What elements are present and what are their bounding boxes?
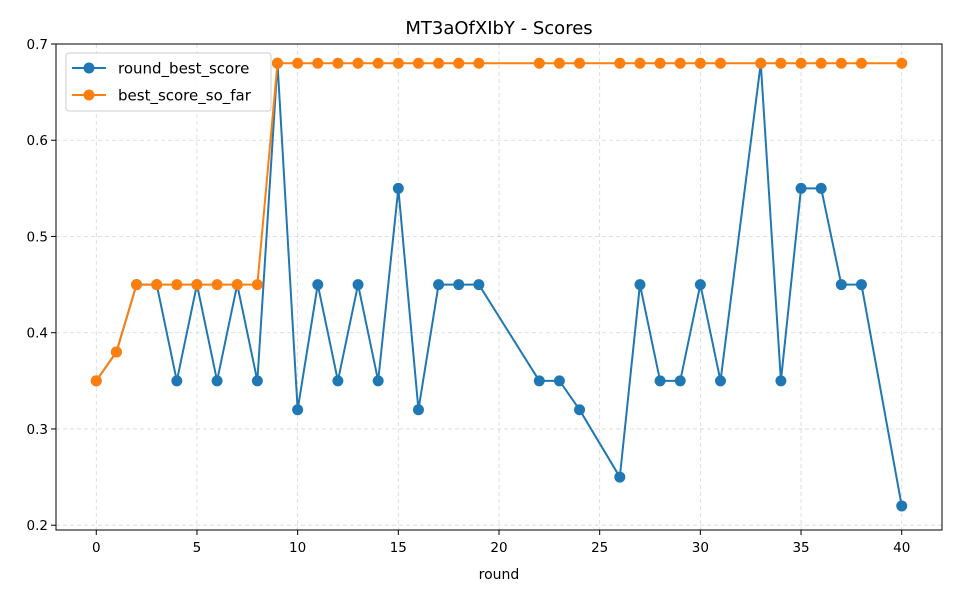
data-point-best_score_so_far-18 [453, 57, 465, 69]
data-point-round_best_score-33 [835, 279, 847, 291]
y-axis-ticks: 0.2 0.3 0.4 0.5 0.6 0.7 [27, 37, 56, 534]
y-tick-label-5: 0.7 [27, 37, 48, 53]
data-point-round_best_score-15 [392, 182, 404, 194]
legend-marker-best_score_so_far [83, 89, 95, 101]
data-point-best_score_so_far-7 [231, 279, 243, 291]
x-tick-label-7: 35 [792, 540, 809, 556]
data-point-best_score_so_far-24 [634, 57, 646, 69]
data-point-best_score_so_far-17 [433, 57, 445, 69]
x-tick-label-4: 20 [490, 540, 507, 556]
data-point-best_score_so_far-0 [90, 375, 102, 387]
data-point-round_best_score-35 [896, 500, 908, 512]
data-point-round_best_score-4 [171, 375, 183, 387]
y-tick-label-3: 0.5 [27, 229, 48, 245]
data-point-best_score_so_far-9 [272, 57, 283, 69]
legend-marker-round_best_score [83, 62, 95, 74]
data-point-round_best_score-31 [795, 182, 807, 194]
data-point-round_best_score-26 [674, 375, 686, 387]
data-point-best_score_so_far-34 [855, 57, 867, 69]
x-tick-label-8: 40 [893, 540, 910, 556]
data-point-round_best_score-23 [614, 471, 626, 483]
y-tick-label-4: 0.6 [27, 133, 48, 149]
data-point-round_best_score-22 [574, 404, 586, 416]
data-point-round_best_score-20 [533, 375, 545, 387]
data-point-best_score_so_far-21 [553, 57, 565, 69]
data-point-round_best_score-27 [694, 279, 706, 291]
data-point-round_best_score-18 [453, 279, 465, 291]
data-point-best_score_so_far-19 [473, 57, 485, 69]
data-point-best_score_so_far-2 [131, 279, 143, 291]
data-point-best_score_so_far-13 [352, 57, 364, 69]
data-point-best_score_so_far-4 [171, 279, 183, 291]
x-tick-label-1: 5 [193, 540, 202, 556]
chart-title: MT3aOfXIbY - Scores [405, 18, 592, 39]
x-tick-label-6: 30 [692, 540, 709, 556]
data-point-round_best_score-10 [292, 404, 304, 416]
x-tick-label-0: 0 [92, 540, 101, 556]
data-point-round_best_score-17 [433, 279, 445, 291]
data-point-best_score_so_far-8 [251, 279, 263, 291]
data-point-round_best_score-16 [412, 404, 424, 416]
x-axis-ticks: 0 5 10 15 20 25 30 35 40 [92, 530, 910, 556]
data-point-best_score_so_far-5 [191, 279, 203, 291]
data-point-best_score_so_far-28 [715, 57, 726, 69]
data-point-round_best_score-28 [715, 375, 726, 387]
data-point-round_best_score-21 [553, 375, 565, 387]
data-point-best_score_so_far-33 [835, 57, 847, 69]
series-line-round_best_score [95, 62, 903, 507]
data-point-best_score_so_far-35 [896, 57, 908, 69]
data-point-round_best_score-34 [855, 279, 867, 291]
x-tick-label-5: 25 [591, 540, 608, 556]
data-point-round_best_score-11 [312, 279, 324, 291]
data-point-round_best_score-32 [815, 182, 827, 194]
data-point-best_score_so_far-1 [110, 346, 122, 358]
data-point-best_score_so_far-15 [392, 57, 404, 69]
data-point-best_score_so_far-23 [614, 57, 626, 69]
data-point-best_score_so_far-25 [654, 57, 666, 69]
data-point-best_score_so_far-27 [694, 57, 706, 69]
data-point-round_best_score-12 [332, 375, 344, 387]
data-point-round_best_score-6 [211, 375, 223, 387]
plot-series [90, 57, 908, 512]
x-tick-label-2: 10 [289, 540, 306, 556]
data-point-round_best_score-24 [634, 279, 646, 291]
data-point-best_score_so_far-20 [533, 57, 545, 69]
data-point-best_score_so_far-16 [412, 57, 424, 69]
data-point-round_best_score-8 [251, 375, 263, 387]
data-point-best_score_so_far-14 [372, 57, 384, 69]
data-point-round_best_score-13 [352, 279, 364, 291]
data-point-best_score_so_far-32 [815, 57, 827, 69]
data-point-best_score_so_far-22 [574, 57, 586, 69]
data-point-round_best_score-14 [372, 375, 384, 387]
data-point-best_score_so_far-10 [292, 57, 304, 69]
y-tick-label-1: 0.3 [27, 422, 48, 438]
x-axis-label: round [479, 567, 520, 583]
legend: round_best_score best_score_so_far [65, 52, 272, 112]
data-point-best_score_so_far-6 [211, 279, 223, 291]
data-point-best_score_so_far-30 [775, 57, 787, 69]
data-point-round_best_score-25 [654, 375, 666, 387]
data-point-best_score_so_far-29 [755, 57, 767, 69]
data-point-best_score_so_far-26 [674, 57, 686, 69]
data-point-best_score_so_far-11 [312, 57, 324, 69]
legend-label-round_best_score: round_best_score [118, 60, 249, 79]
y-tick-label-0: 0.2 [27, 518, 48, 534]
legend-box [65, 52, 272, 112]
data-point-best_score_so_far-12 [332, 57, 344, 69]
data-point-round_best_score-30 [775, 375, 787, 387]
data-point-best_score_so_far-3 [151, 279, 163, 291]
x-tick-label-3: 15 [390, 540, 407, 556]
data-point-best_score_so_far-31 [795, 57, 807, 69]
y-tick-label-2: 0.4 [27, 326, 48, 342]
data-point-round_best_score-19 [473, 279, 485, 291]
legend-label-best_score_so_far: best_score_so_far [118, 87, 252, 106]
series-best_score_so_far [90, 57, 908, 387]
